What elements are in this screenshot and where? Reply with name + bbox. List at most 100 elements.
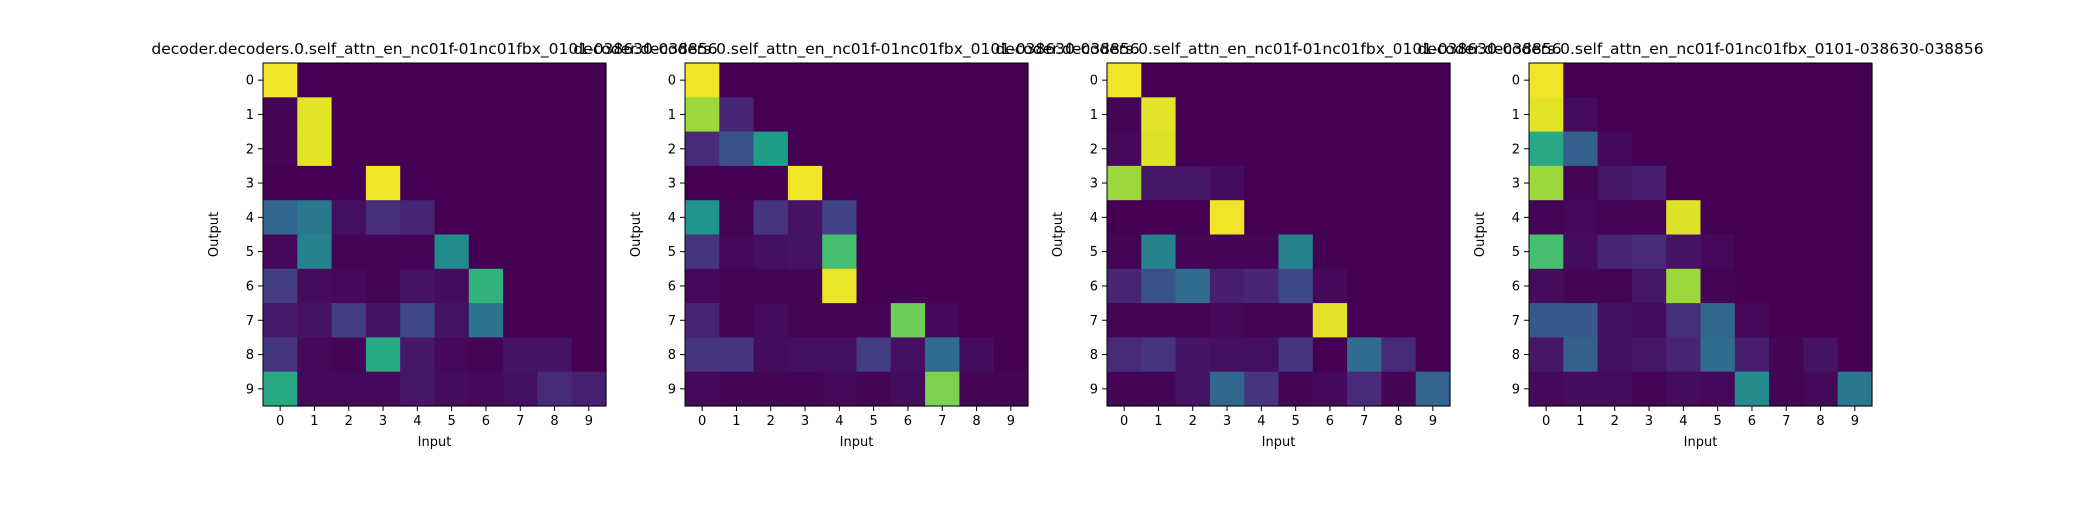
x-tick-label: 0: [1542, 414, 1550, 429]
x-axis-label: Input: [418, 435, 452, 450]
heatmap-cell: [993, 371, 1029, 407]
y-tick-label: 3: [1512, 177, 1520, 192]
heatmap-cell: [1529, 234, 1564, 270]
heatmap-cell: [1597, 165, 1633, 201]
heatmap-cell: [925, 97, 960, 133]
heatmap-cell: [537, 165, 573, 201]
y-tick-label: 6: [246, 279, 254, 294]
heatmap-cell: [1175, 131, 1211, 167]
heatmap-cell: [571, 63, 607, 98]
heatmap-cell: [400, 200, 436, 236]
heatmap-cell: [1803, 337, 1839, 373]
heatmap-cell: [1278, 234, 1314, 270]
heatmap-cell: [1175, 303, 1211, 338]
heatmap-cell: [263, 165, 298, 201]
x-tick-label: 4: [413, 414, 421, 429]
heatmap-cell: [331, 165, 367, 201]
heatmap-cell: [434, 268, 470, 304]
heatmap-cell: [1347, 268, 1382, 304]
heatmap-cell: [365, 268, 401, 304]
heatmap-cell: [856, 337, 892, 373]
heatmap-cell: [365, 131, 401, 167]
heatmap-cell: [1107, 371, 1142, 407]
heatmap-cell: [1803, 200, 1839, 236]
x-tick-label: 0: [276, 414, 284, 429]
heatmap-cell: [890, 200, 926, 236]
heatmap-cell: [1312, 303, 1348, 338]
heatmap-cell: [1415, 268, 1451, 304]
x-tick-label: 8: [1816, 414, 1824, 429]
heatmap-cell: [1415, 371, 1451, 407]
x-tick-label: 2: [345, 414, 353, 429]
heatmap-cell: [1244, 63, 1280, 98]
x-tick-label: 6: [904, 414, 912, 429]
heatmap-cell: [537, 200, 573, 236]
heatmap-cell: [719, 268, 755, 304]
heatmap-cell: [1803, 371, 1839, 407]
heatmap-cell: [856, 371, 892, 407]
heatmap-cell: [959, 268, 995, 304]
heatmap-cell: [685, 234, 720, 270]
heatmap-cell: [1175, 165, 1211, 201]
heatmap-panel-3: 0 1 2 3 4 5 6 7 8 9 0 1 2 3 4 5 6 7 8 9 Input Output decoder.d…: [1417, 40, 1983, 450]
y-tick-label: 4: [1512, 211, 1520, 226]
heatmap-cell: [1175, 371, 1211, 407]
heatmap-cell: [1347, 63, 1382, 98]
heatmap-cell: [331, 200, 367, 236]
heatmap-cell: [1244, 97, 1280, 133]
y-axis-label: Output: [1473, 212, 1488, 257]
heatmap-cell: [993, 234, 1029, 270]
heatmap-cell: [297, 131, 333, 167]
heatmap-cell: [1107, 97, 1142, 133]
heatmap-cell: [1631, 200, 1667, 236]
heatmap-cell: [1769, 200, 1804, 236]
heatmap-cell: [1666, 131, 1702, 167]
heatmap-cell: [890, 63, 926, 98]
heatmap-cell: [1700, 303, 1736, 338]
heatmap-cell: [1769, 303, 1804, 338]
heatmap-cell: [1734, 165, 1770, 201]
heatmap-cell: [1141, 63, 1177, 98]
heatmap-cell: [1700, 63, 1736, 98]
heatmap-cell: [1347, 97, 1382, 133]
x-tick-label: 2: [1189, 414, 1197, 429]
heatmap-cell: [1278, 303, 1314, 338]
heatmap-cell: [263, 97, 298, 133]
heatmap-cell: [1666, 200, 1702, 236]
heatmap-cell: [1769, 131, 1804, 167]
heatmap-cell: [503, 303, 538, 338]
y-tick-label: 3: [668, 177, 676, 192]
heatmap-cell: [503, 131, 538, 167]
heatmap-cell: [1209, 165, 1245, 201]
heatmap-cell: [856, 97, 892, 133]
heatmap-cell: [1347, 303, 1382, 338]
heatmap-cell: [400, 131, 436, 167]
heatmap-cell: [434, 371, 470, 407]
y-tick-label: 5: [1090, 245, 1098, 260]
heatmap-cell: [503, 268, 538, 304]
heatmap-cell: [925, 303, 960, 338]
heatmap-cell: [1381, 268, 1417, 304]
y-tick-label: 4: [246, 211, 254, 226]
heatmap-cell: [1312, 337, 1348, 373]
x-tick-label: 5: [870, 414, 878, 429]
heatmap-cell: [1381, 97, 1417, 133]
heatmap-cell: [753, 131, 789, 167]
heatmap-cell: [1803, 303, 1839, 338]
heatmap-cell: [787, 200, 823, 236]
heatmap-cell: [1529, 371, 1564, 407]
heatmap-cell: [400, 165, 436, 201]
heatmap-cell: [1631, 337, 1667, 373]
heatmap-cell: [719, 303, 755, 338]
plot-frame: [1106, 62, 1451, 407]
heatmap-cell: [468, 63, 504, 98]
heatmap-cell: [331, 131, 367, 167]
heatmap-cell: [753, 234, 789, 270]
x-tick-label: 4: [1679, 414, 1687, 429]
heatmap-cell: [1734, 268, 1770, 304]
heatmap-cell: [1563, 131, 1599, 167]
heatmap-cell: [1278, 165, 1314, 201]
heatmap-cell: [890, 131, 926, 167]
heatmap-cell: [1563, 337, 1599, 373]
heatmap-cell: [434, 337, 470, 373]
